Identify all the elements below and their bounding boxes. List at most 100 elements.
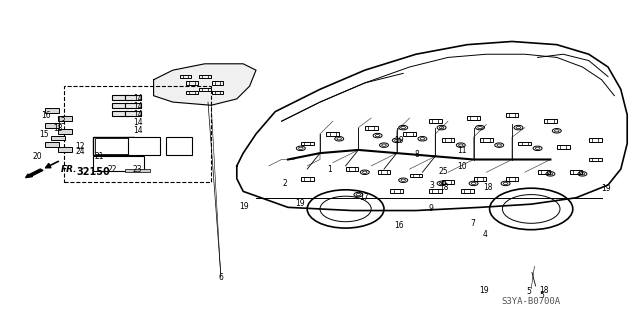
Bar (403, 132, 416, 136)
Text: 16: 16 (394, 221, 404, 230)
Text: 19: 19 (239, 202, 250, 211)
Bar (301, 142, 314, 145)
Bar (442, 180, 454, 184)
Bar (429, 119, 442, 123)
Text: 8: 8 (415, 150, 420, 159)
Bar (326, 132, 339, 136)
Bar (112, 111, 128, 116)
Bar (45, 142, 59, 147)
Bar (518, 142, 531, 145)
Bar (467, 116, 480, 120)
Bar (58, 147, 72, 152)
Bar (180, 75, 191, 78)
Bar (125, 111, 141, 116)
Bar (93, 137, 134, 155)
Text: 14: 14 (132, 102, 143, 111)
Bar (461, 189, 474, 193)
Text: 19: 19 (601, 184, 611, 193)
Text: 19: 19 (479, 286, 490, 295)
Bar (557, 145, 570, 149)
Text: 14: 14 (132, 126, 143, 135)
Bar (166, 137, 192, 155)
Bar (93, 156, 144, 171)
Bar (112, 95, 128, 100)
Bar (45, 108, 59, 113)
Text: 25: 25 (438, 167, 449, 176)
Bar (301, 177, 314, 181)
Text: 11: 11 (458, 146, 467, 155)
Bar (390, 189, 403, 193)
Text: 9: 9 (428, 204, 433, 213)
Circle shape (320, 196, 371, 222)
Text: 13: 13 (56, 117, 66, 126)
Text: 18: 18 (483, 183, 492, 192)
Bar (480, 138, 493, 142)
Bar (346, 167, 358, 171)
Bar (570, 170, 582, 174)
Bar (199, 75, 211, 78)
Bar (506, 177, 518, 181)
Text: 2: 2 (282, 179, 287, 188)
Text: 14: 14 (132, 110, 143, 119)
Bar (58, 129, 72, 134)
Bar (186, 81, 198, 85)
Text: S3YA-B0700A: S3YA-B0700A (502, 297, 561, 306)
Text: 1: 1 (327, 165, 332, 174)
Circle shape (307, 190, 384, 228)
Bar (365, 126, 378, 130)
Circle shape (502, 195, 560, 223)
Text: 16: 16 (41, 111, 51, 120)
Bar (544, 119, 557, 123)
Text: 12: 12 (76, 142, 84, 151)
Circle shape (490, 188, 573, 230)
Text: 20: 20 (32, 152, 42, 161)
Bar (58, 116, 72, 121)
Bar (64, 86, 211, 182)
Text: 7: 7 (470, 219, 475, 228)
Text: 18: 18 (540, 286, 549, 295)
Bar (589, 158, 602, 161)
Bar (125, 169, 150, 172)
Bar (538, 170, 550, 174)
Text: 22: 22 (108, 165, 116, 174)
Text: 5: 5 (540, 291, 545, 300)
Bar (112, 103, 128, 108)
Text: 4: 4 (483, 230, 488, 239)
Bar (128, 137, 160, 155)
Bar (506, 113, 518, 117)
Text: 10: 10 (457, 162, 467, 171)
Text: 18: 18 (439, 183, 448, 192)
Text: 23: 23 (132, 165, 143, 174)
Bar (474, 177, 486, 181)
Text: 5: 5 (527, 287, 532, 296)
Polygon shape (154, 64, 256, 105)
Bar (212, 81, 223, 85)
Text: 15: 15 (38, 130, 49, 139)
Bar (378, 170, 390, 174)
Text: 19: 19 (394, 137, 404, 145)
Text: 14: 14 (132, 94, 143, 103)
Text: 32150: 32150 (76, 167, 109, 177)
Text: 14: 14 (132, 118, 143, 127)
Bar (199, 88, 211, 91)
Bar (429, 189, 442, 193)
Bar (589, 138, 602, 142)
FancyArrow shape (26, 169, 43, 178)
Text: 24: 24 (75, 147, 85, 156)
Text: 18: 18 (53, 124, 62, 133)
Bar (51, 136, 65, 140)
Bar (212, 91, 223, 94)
Text: 21: 21 (95, 152, 104, 161)
Bar (125, 103, 141, 108)
Bar (442, 138, 454, 142)
Text: 19: 19 (294, 199, 305, 208)
Text: FR.: FR. (61, 165, 77, 174)
Bar (186, 91, 198, 94)
Bar (410, 174, 422, 177)
Bar (125, 95, 141, 100)
Bar (95, 138, 133, 154)
Text: 3: 3 (429, 181, 435, 189)
Bar (45, 123, 59, 128)
Text: 6: 6 (218, 273, 223, 282)
Text: 17: 17 (358, 193, 369, 202)
